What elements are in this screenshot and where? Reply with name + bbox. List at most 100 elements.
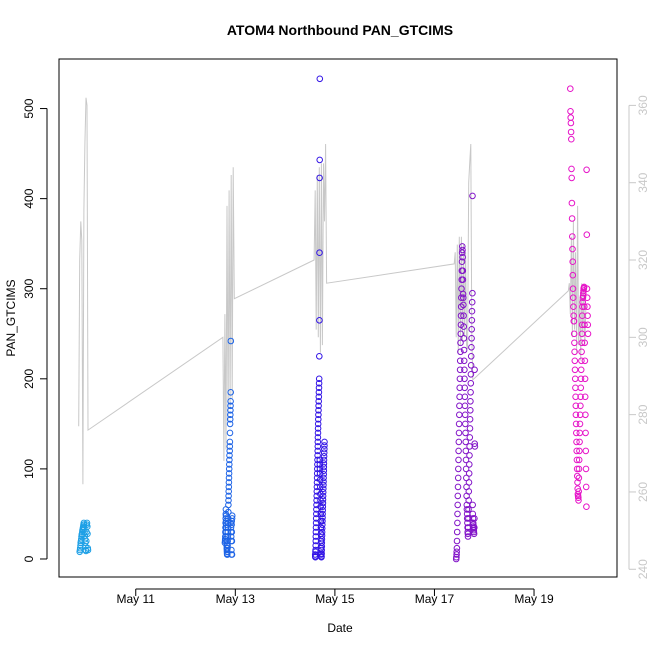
data-point (227, 389, 234, 396)
data-point (84, 546, 92, 554)
data-point (224, 544, 231, 552)
data-point (582, 483, 590, 491)
x-tick-label: May 13 (216, 592, 256, 606)
data-point (581, 357, 589, 365)
data-point (316, 465, 324, 473)
data-point (458, 294, 465, 302)
data-point (315, 375, 323, 383)
data-point (455, 447, 462, 455)
data-point (460, 294, 467, 302)
data-point (316, 476, 324, 484)
y2-tick-label: 300 (636, 327, 650, 347)
data-point (573, 429, 580, 437)
data-point (581, 303, 588, 311)
series-3-points (311, 75, 328, 561)
data-point (320, 467, 328, 475)
data-point (469, 510, 477, 518)
data-point (226, 443, 234, 450)
data-point (315, 393, 323, 401)
data-point (576, 447, 583, 455)
data-point (227, 411, 234, 419)
data-point (225, 474, 233, 482)
data-point (453, 544, 461, 552)
series-1-points (76, 519, 92, 556)
data-point (224, 528, 232, 536)
data-point (455, 429, 463, 437)
y2-tick-label: 260 (636, 482, 650, 502)
data-point (459, 253, 466, 261)
data-point (313, 510, 320, 518)
data-point (459, 276, 467, 284)
data-point (569, 233, 576, 240)
data-point (225, 492, 232, 500)
data-point (312, 533, 320, 540)
data-point (320, 449, 328, 457)
data-point (460, 323, 468, 330)
data-point (568, 165, 575, 173)
data-point (460, 312, 467, 320)
data-point (320, 471, 328, 478)
data-point (313, 497, 320, 504)
data-point (468, 335, 475, 342)
data-point (466, 461, 473, 468)
data-point (224, 519, 232, 527)
data-point (584, 303, 591, 311)
data-point (320, 478, 327, 485)
data-point (571, 366, 579, 374)
data-point (315, 398, 323, 405)
data-point (314, 434, 322, 441)
series-5-points (567, 85, 592, 511)
data-point (462, 456, 470, 464)
data-point (576, 420, 584, 428)
x-axis-label: Date (327, 621, 353, 635)
data-point (470, 530, 478, 538)
x-tick-label: May 15 (315, 592, 355, 606)
data-point (459, 267, 467, 275)
data-point (569, 271, 577, 279)
data-point (462, 429, 469, 437)
data-point (315, 407, 322, 414)
y-tick-label: 0 (22, 555, 36, 562)
data-point (225, 470, 233, 477)
data-point (457, 312, 465, 320)
x-tick-label: May 19 (514, 592, 554, 606)
data-point (228, 546, 235, 554)
data-point (318, 528, 326, 536)
data-point (83, 519, 91, 527)
data-point (471, 524, 478, 531)
data-point (465, 497, 473, 504)
y-tick-label: 400 (22, 188, 36, 208)
data-point (318, 546, 326, 554)
data-point (576, 429, 584, 437)
data-point (577, 375, 585, 383)
data-point (227, 533, 235, 540)
data-point (572, 411, 580, 419)
data-point (227, 337, 235, 345)
data-point (577, 402, 584, 410)
data-point (321, 442, 328, 449)
data-point (317, 510, 325, 518)
data-point (314, 425, 322, 432)
data-point (582, 411, 589, 419)
data-point (315, 380, 323, 387)
data-point (579, 303, 586, 311)
data-point (460, 335, 468, 342)
data-point (569, 285, 577, 293)
y2-tick-label: 280 (636, 404, 650, 424)
data-point (456, 393, 463, 401)
data-point (469, 289, 476, 297)
data-point (581, 393, 589, 401)
data-point (458, 249, 466, 256)
data-point (471, 443, 479, 450)
y-tick-label: 200 (22, 368, 36, 388)
data-point (226, 452, 233, 459)
data-point (226, 429, 234, 437)
data-point (458, 258, 466, 266)
data-point (315, 389, 323, 396)
data-point (455, 456, 462, 464)
data-point (456, 357, 464, 365)
data-point (575, 494, 582, 502)
data-point (316, 317, 323, 324)
data-point (577, 384, 585, 392)
